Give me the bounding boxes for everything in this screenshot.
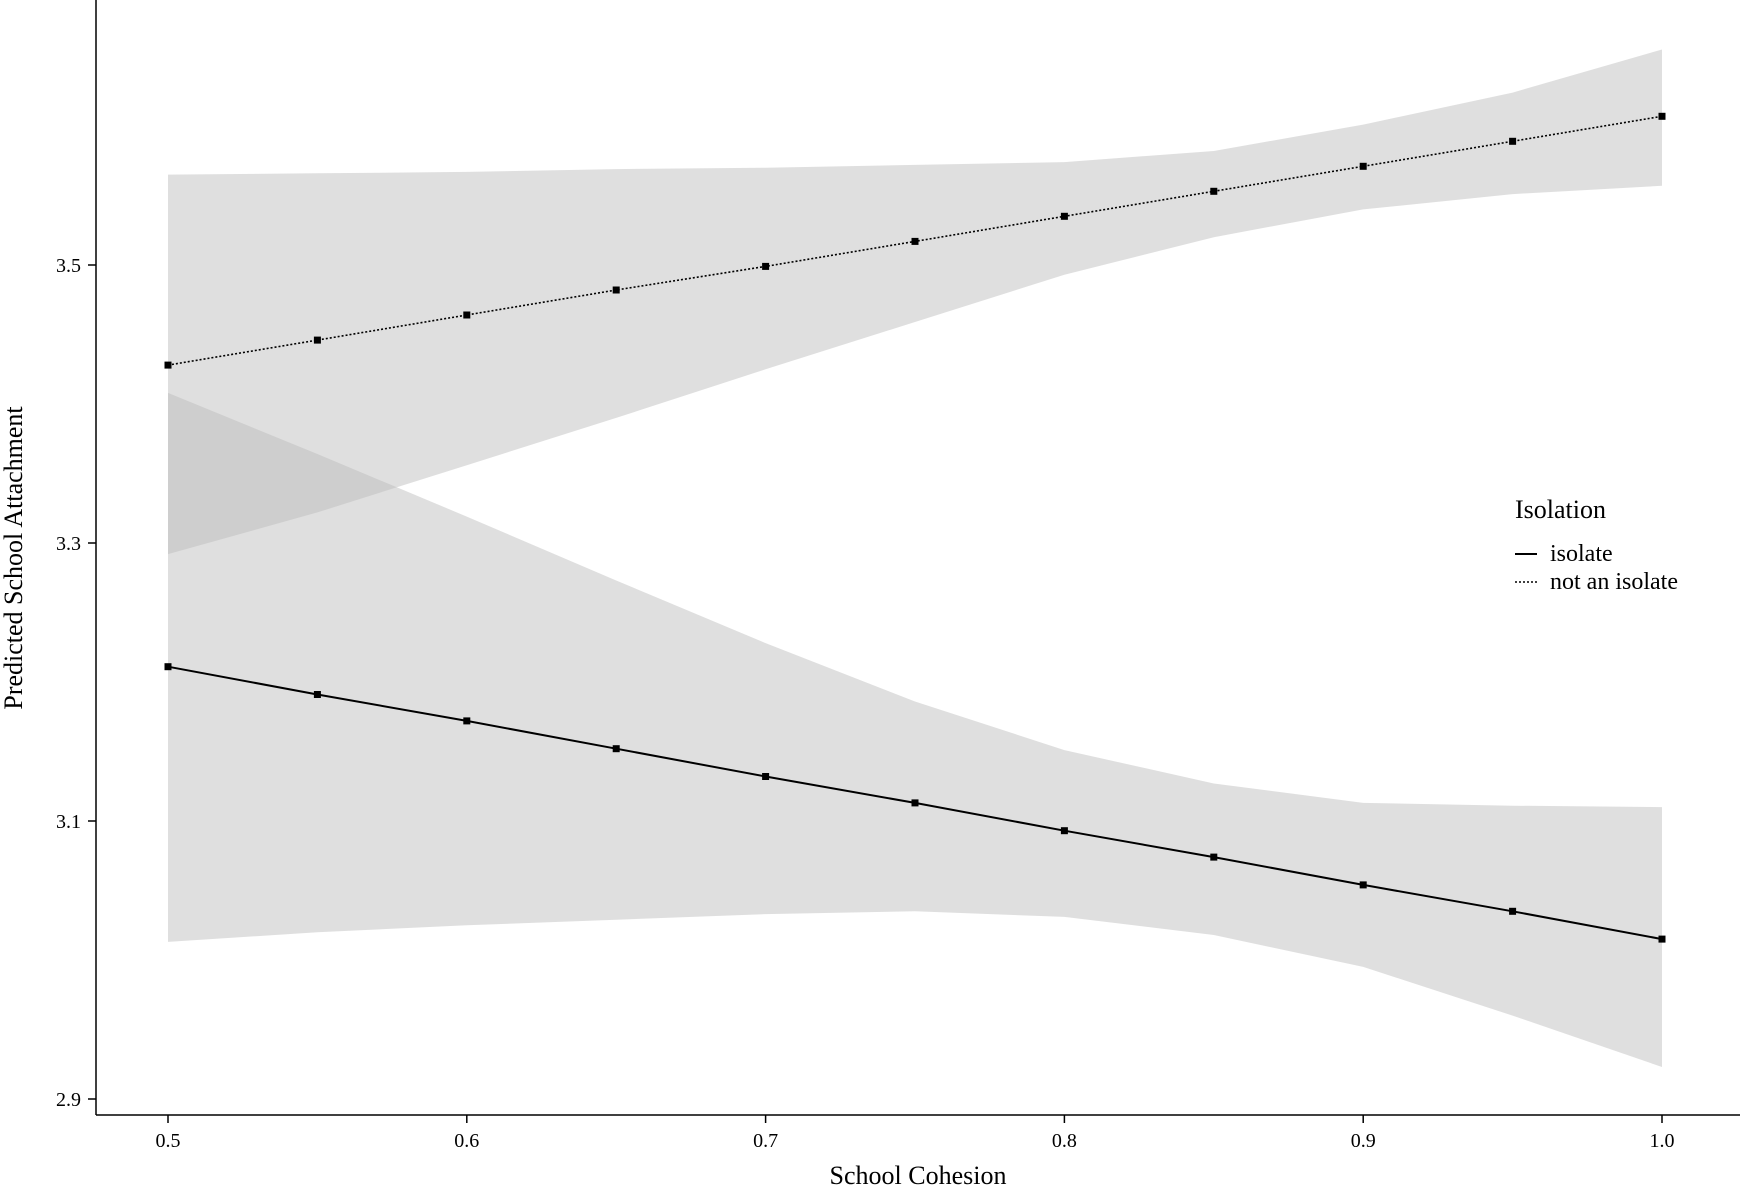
x-ticks: 0.5 0.6 0.7 0.8 0.9 1.0 <box>156 1115 1675 1152</box>
legend-title: Isolation <box>1515 495 1606 524</box>
point-isolate-8 <box>1359 881 1367 889</box>
point-not-an-isolate-6 <box>1060 212 1068 220</box>
ci-ribbon-isolate <box>168 392 1662 1067</box>
ci-ribbon-not-an-isolate <box>168 49 1662 555</box>
axes <box>95 0 1740 1116</box>
y-tick-label: 2.9 <box>56 1089 81 1111</box>
point-not-an-isolate-10 <box>1658 112 1666 120</box>
point-not-an-isolate-9 <box>1509 137 1517 145</box>
x-tick-label: 0.8 <box>1052 1130 1077 1152</box>
legend-label-not-an-isolate: not an isolate <box>1550 569 1678 595</box>
point-not-an-isolate-8 <box>1359 162 1367 170</box>
point-isolate-5 <box>911 799 919 807</box>
point-not-an-isolate-1 <box>313 336 321 344</box>
point-isolate-6 <box>1060 827 1068 835</box>
point-isolate-3 <box>612 745 620 753</box>
x-tick-label: 0.6 <box>454 1130 479 1152</box>
point-isolate-0 <box>164 663 172 671</box>
point-not-an-isolate-2 <box>463 311 471 319</box>
y-tick-label: 3.1 <box>56 811 81 833</box>
point-not-an-isolate-0 <box>164 361 172 369</box>
point-not-an-isolate-5 <box>911 237 919 245</box>
point-isolate-1 <box>313 691 321 698</box>
legend: Isolation isolate not an isolate <box>1515 495 1678 595</box>
y-tick-label: 3.5 <box>56 255 81 277</box>
x-tick-label: 1.0 <box>1650 1130 1675 1152</box>
y-axis-title: Predicted School Attachment <box>0 406 28 710</box>
y-ticks: 2.9 3.1 3.3 3.5 <box>56 255 96 1111</box>
point-not-an-isolate-7 <box>1210 187 1218 195</box>
series-points <box>164 112 1666 943</box>
point-isolate-4 <box>762 773 770 780</box>
x-tick-label: 0.7 <box>753 1130 778 1152</box>
x-tick-label: 0.9 <box>1351 1130 1376 1152</box>
x-axis-title: School Cohesion <box>830 1161 1007 1187</box>
point-not-an-isolate-4 <box>762 262 770 270</box>
point-isolate-2 <box>463 717 471 725</box>
point-isolate-9 <box>1509 907 1517 915</box>
confidence-ribbons <box>168 49 1662 1067</box>
point-isolate-10 <box>1658 935 1666 943</box>
legend-label-isolate: isolate <box>1550 541 1613 567</box>
point-isolate-7 <box>1210 853 1218 861</box>
point-not-an-isolate-3 <box>612 286 620 294</box>
y-tick-label: 3.3 <box>56 533 81 555</box>
x-tick-label: 0.5 <box>156 1130 181 1152</box>
